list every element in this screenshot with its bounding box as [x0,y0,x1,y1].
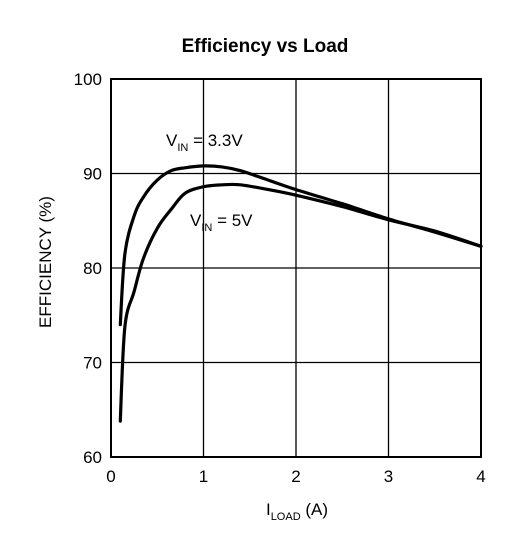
annotation-rest: = 3.3V [188,131,243,150]
y-tick-label: 70 [83,354,102,373]
y-tick-label: 60 [83,448,102,467]
annotation-sub: IN [201,222,212,234]
annotation-sub: IN [177,142,188,154]
series-line-1 [118,164,483,327]
x-tick-label: 0 [106,467,115,486]
x-tick-label: 4 [476,467,485,486]
series-lines [118,164,483,423]
y-tick-label: 100 [74,70,102,89]
x-axis-label: ILOAD (A) [265,500,329,523]
series-annotation-1: VIN = 3.3V [166,131,243,154]
y-tick-label: 90 [83,165,102,184]
x-axis-label-main: I [265,500,271,519]
y-tick-label: 80 [83,259,102,278]
chart-title: Efficiency vs Load [181,36,349,57]
grid-lines [111,79,481,457]
annotation-rest: = 5V [212,211,253,230]
x-tick-label: 3 [384,467,393,486]
annotation-main: V [190,211,202,230]
tick-labels: 0 1 2 3 4 60 70 80 90 100 [74,70,486,486]
x-axis-label-sub: LOAD [270,511,301,523]
annotation-main: V [166,131,178,150]
x-tick-label: 2 [291,467,300,486]
series-annotation-2: VIN = 5V [190,211,253,234]
plot-frame [110,78,482,458]
x-tick-label: 1 [199,467,208,486]
series-line-2 [118,182,483,423]
x-axis-label-unit: (A) [300,500,329,519]
